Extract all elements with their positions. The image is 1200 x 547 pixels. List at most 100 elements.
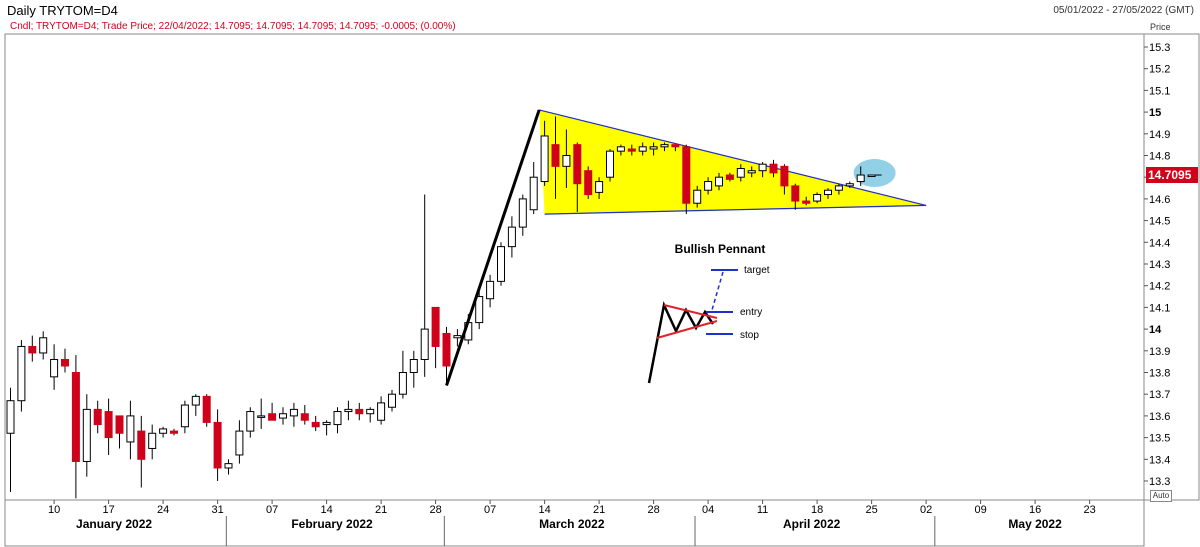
inset-stop-label: stop xyxy=(740,330,759,341)
candle xyxy=(507,216,516,258)
candle xyxy=(333,407,342,434)
candle-body-up xyxy=(824,189,832,196)
candle-body-up xyxy=(333,411,342,426)
pennant-fill xyxy=(539,109,927,215)
candle-body-up xyxy=(845,183,854,187)
candle xyxy=(235,420,244,464)
candle-body-up xyxy=(246,411,255,432)
candle xyxy=(453,329,462,347)
candle xyxy=(39,331,48,360)
month-label: February 2022 xyxy=(291,517,373,531)
chart-title: Daily TRYTOM=D4 xyxy=(7,3,118,18)
x-tick-label: 02 xyxy=(920,504,932,516)
y-tick-label: 14.3 xyxy=(1149,259,1170,271)
candle-info-line: Cndl; TRYTOM=D4; Trade Price; 22/04/2022… xyxy=(10,21,456,32)
candle-body-up xyxy=(834,185,843,191)
candle xyxy=(540,120,549,186)
candle xyxy=(551,116,560,199)
candle xyxy=(595,177,604,199)
candle-body-down xyxy=(802,200,811,204)
y-tick-label: 14.8 xyxy=(1149,151,1170,163)
inset-target-label: target xyxy=(744,265,770,276)
candle-body-down xyxy=(268,413,277,421)
candle xyxy=(606,148,614,182)
candle-body-down xyxy=(93,408,102,426)
candle xyxy=(17,339,26,412)
candle-body-down xyxy=(671,144,680,148)
candle xyxy=(6,387,15,492)
candle xyxy=(704,177,713,195)
candle xyxy=(126,400,135,460)
inset-entry-label: entry xyxy=(740,307,762,318)
candle xyxy=(93,400,102,434)
candle-body-down xyxy=(137,430,146,460)
candle-body-down xyxy=(627,148,636,152)
candle-body-up xyxy=(191,395,200,406)
month-label: May 2022 xyxy=(1008,517,1062,531)
candle xyxy=(388,389,396,412)
y-tick-label: 15.1 xyxy=(1149,85,1170,97)
candle xyxy=(529,162,538,215)
x-tick-label: 23 xyxy=(1083,504,1095,516)
candle-body-up xyxy=(867,174,876,178)
candle xyxy=(148,424,157,460)
candle xyxy=(431,306,440,369)
y-tick-label: 15 xyxy=(1149,107,1161,119)
candle-body-up xyxy=(82,408,91,462)
candle-body-up xyxy=(715,176,723,187)
candle-body-up xyxy=(736,168,745,178)
candle-body-up xyxy=(322,421,331,426)
candle xyxy=(191,394,200,416)
candle xyxy=(213,409,222,481)
candle-body-up xyxy=(486,280,495,300)
auto-scale-button[interactable]: Auto xyxy=(1150,490,1172,502)
candle-body-up xyxy=(540,135,549,183)
month-label: April 2022 xyxy=(783,517,841,531)
x-tick-label: 10 xyxy=(48,504,60,516)
candle xyxy=(159,426,168,438)
x-tick-label: 28 xyxy=(647,504,659,516)
candle-body-up xyxy=(856,174,865,183)
candle xyxy=(442,326,451,384)
candle-body-up xyxy=(6,400,15,434)
candle-body-up xyxy=(148,432,157,449)
inset-lower-line xyxy=(656,320,718,339)
candle-body-up xyxy=(257,415,266,418)
candle-body-down xyxy=(170,430,178,434)
x-tick-label: 14 xyxy=(320,504,332,516)
candle-body-up xyxy=(529,176,538,211)
x-tick-label: 25 xyxy=(865,504,877,516)
candle xyxy=(856,166,865,186)
candle-body-down xyxy=(682,146,691,204)
candle xyxy=(747,166,756,178)
last-price-tag: 14.7095 xyxy=(1146,167,1198,183)
y-tick-label: 14.5 xyxy=(1149,216,1170,228)
candle-body-down xyxy=(769,163,778,174)
candle-body-down xyxy=(573,144,582,185)
inset-upper-line xyxy=(663,304,718,319)
candle-body-down xyxy=(584,170,593,196)
y-tick-label: 13.4 xyxy=(1149,454,1170,466)
price-axis xyxy=(1143,33,1200,501)
breakout-highlight xyxy=(853,159,896,188)
x-tick-label: 07 xyxy=(484,504,496,516)
candle-body-up xyxy=(159,428,168,434)
candle-body-up xyxy=(420,328,429,360)
x-tick-label: 21 xyxy=(593,504,605,516)
candle-body-up xyxy=(562,155,571,167)
candle xyxy=(377,396,386,425)
candle xyxy=(289,402,298,427)
price-axis-label: Price xyxy=(1150,22,1171,32)
candle-body-up xyxy=(279,413,287,419)
x-tick-label: 21 xyxy=(375,504,387,516)
x-tick-label: 17 xyxy=(102,504,114,516)
candle xyxy=(246,407,255,438)
pennant-lower-trendline xyxy=(544,204,927,215)
candle-body-up xyxy=(235,430,244,456)
candle-body-up xyxy=(638,146,647,152)
candle xyxy=(366,407,375,423)
candle-body-up xyxy=(507,226,516,248)
x-tick-label: 04 xyxy=(702,504,714,516)
